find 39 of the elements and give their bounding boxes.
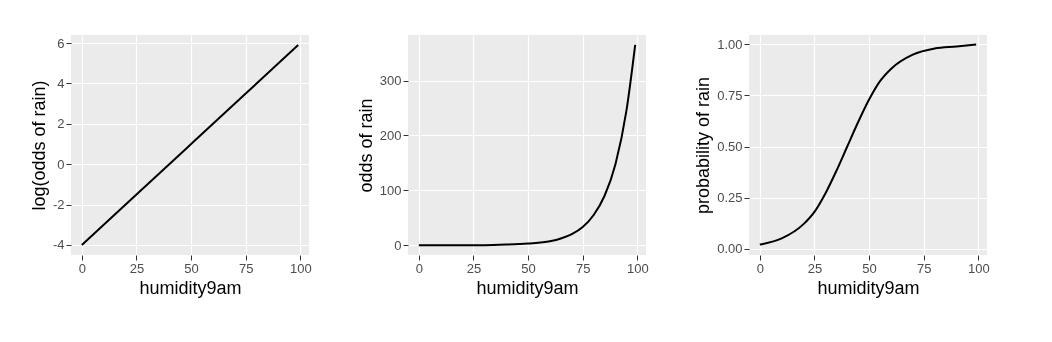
x-tick-label: 0 <box>415 260 423 276</box>
y-axis-title: odds of rain <box>355 98 376 193</box>
x-tick-label: 0 <box>78 260 86 276</box>
y-tick-label: 200 <box>379 127 402 143</box>
y-tick-label: 0.00 <box>717 241 743 257</box>
y-tick-label: 1.00 <box>717 36 743 52</box>
x-tick-label: 50 <box>184 260 199 276</box>
y-tick-label: 0.75 <box>717 87 743 103</box>
line-series <box>758 43 978 246</box>
y-tick-label: 6 <box>57 35 65 51</box>
x-tick-label: 0 <box>756 260 764 276</box>
y-tick-label: 100 <box>379 182 402 198</box>
x-axis-title: humidity9am <box>817 277 920 298</box>
y-tick-label: 300 <box>379 73 402 89</box>
y-tick-label: -2 <box>52 197 65 213</box>
x-tick-label: 25 <box>129 260 145 276</box>
x-tick-label: 50 <box>862 260 877 276</box>
y-axis-title: log(odds of rain) <box>28 80 49 211</box>
y-axis-title: probability of rain <box>693 76 714 215</box>
line-series <box>80 44 300 246</box>
x-tick-label: 100 <box>290 260 312 276</box>
y-tick-label: 0.50 <box>717 139 743 155</box>
x-tick-label: 75 <box>917 260 932 276</box>
y-tick-label: 4 <box>57 75 65 91</box>
y-tick-label: 0 <box>57 156 65 172</box>
y-tick-label: 2 <box>57 116 65 132</box>
x-tick-label: 75 <box>239 260 254 276</box>
x-tick-label: 100 <box>627 260 649 276</box>
x-tick-label: 100 <box>968 260 990 276</box>
y-tick-label: 0.25 <box>717 190 743 206</box>
x-tick-label: 25 <box>807 260 823 276</box>
y-tick-label: -4 <box>52 237 65 253</box>
x-axis-title: humidity9am <box>476 277 579 298</box>
x-tick-label: 25 <box>466 260 482 276</box>
x-axis-title: humidity9am <box>139 277 242 298</box>
x-tick-label: 50 <box>521 260 536 276</box>
line-series <box>417 43 637 247</box>
y-tick-label: 0 <box>394 237 402 253</box>
x-tick-label: 75 <box>576 260 591 276</box>
